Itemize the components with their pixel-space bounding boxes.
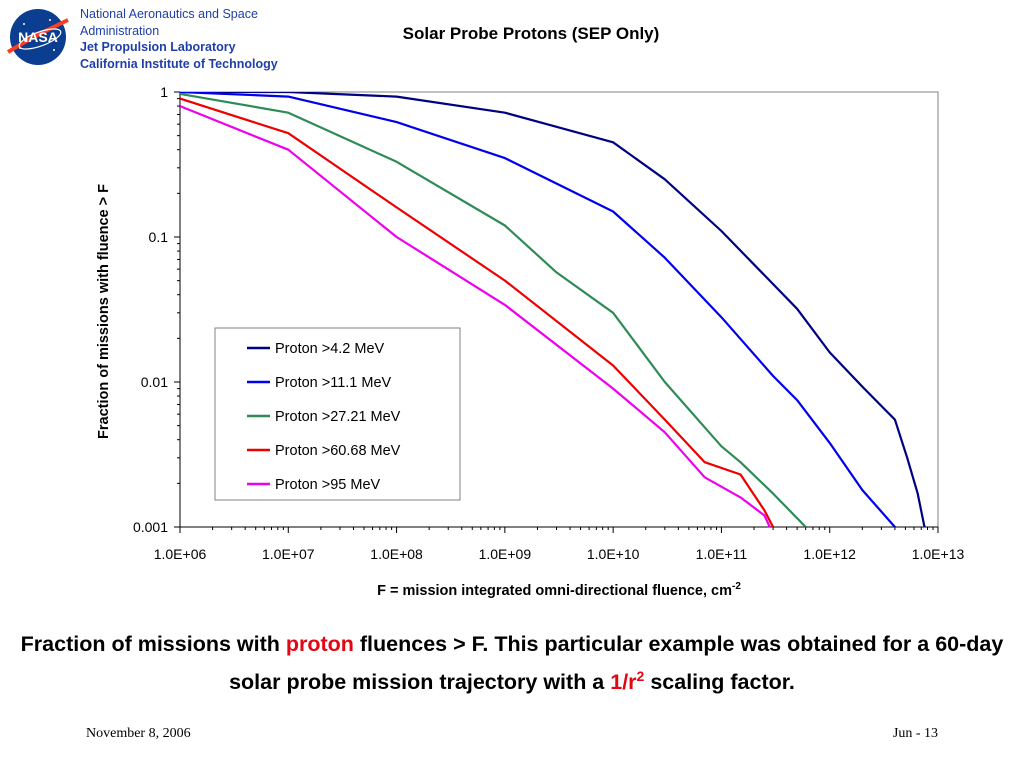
y-axis-title: Fraction of missions with fluence > F [96,184,112,439]
nasa-logo: NASA [4,6,72,68]
x-tick-label: 1.0E+07 [262,546,315,562]
org-name-line1: National Aeronautics and Space [80,7,258,21]
y-tick-label: 0.001 [133,519,168,535]
caption-text-2: fluences > F. This particular example wa… [229,632,1004,695]
legend-label-3: Proton >27.21 MeV [275,409,401,425]
legend-label-2: Proton >11.1 MeV [275,375,392,391]
x-tick-label: 1.0E+08 [370,546,423,562]
series-line-3 [180,92,807,528]
legend-box [214,327,461,501]
x-tick-label: 1.0E+06 [154,546,207,562]
caption-highlight-proton: proton [285,632,354,656]
x-tick-label: 1.0E+13 [912,546,965,562]
org-name-line2: Administration [80,23,160,38]
nasa-logo-text: NASA [18,29,58,45]
x-tick-label: 1.0E+09 [479,546,532,562]
x-axis-title: F = mission integrated omni-directional … [377,581,741,599]
chart-title: Solar Probe Protons (SEP Only) [402,24,660,43]
caption-highlight-scaling: 1/r [610,670,637,695]
y-tick-label: 0.1 [149,229,169,245]
series-line-5 [180,105,771,528]
slide-caption: Fraction of missions with proton fluence… [20,628,1004,698]
footer-page-number: Jun - 13 [892,726,938,741]
caption-text-3: scaling factor. [644,670,795,695]
x-tick-label: 1.0E+11 [696,546,748,562]
x-tick-label: 1.0E+10 [587,546,640,562]
legend-label-5: Proton >95 MeV [275,477,381,493]
chart-svg: 1.0E+06 1.0E+07 1.0E+08 1.0E+09 1.0E+10 1.0E+… [96,84,965,599]
caption-text-1: Fraction of missions with [20,632,286,656]
series-line-1 [180,92,926,528]
series-line-4 [180,97,775,528]
x-tick-label: 1.0E+12 [803,546,856,562]
y-tick-label: 1 [160,84,168,100]
series-line-2 [180,92,896,528]
legend-label-4: Proton >60.68 MeV [275,443,401,459]
organization-header: National Aeronautics and Space Administr… [80,6,278,72]
y-tick-label: 0.01 [141,374,168,390]
caption-highlight-sup: 2 [636,668,645,684]
footer-date: November 8, 2006 [86,726,191,741]
legend-label-1: Proton >4.2 MeV [275,341,385,357]
institute-name: California Institute of Technology [80,56,278,71]
x-axis-title-exponent: -2 [732,581,741,592]
lab-name: Jet Propulsion Laboratory [80,40,236,54]
